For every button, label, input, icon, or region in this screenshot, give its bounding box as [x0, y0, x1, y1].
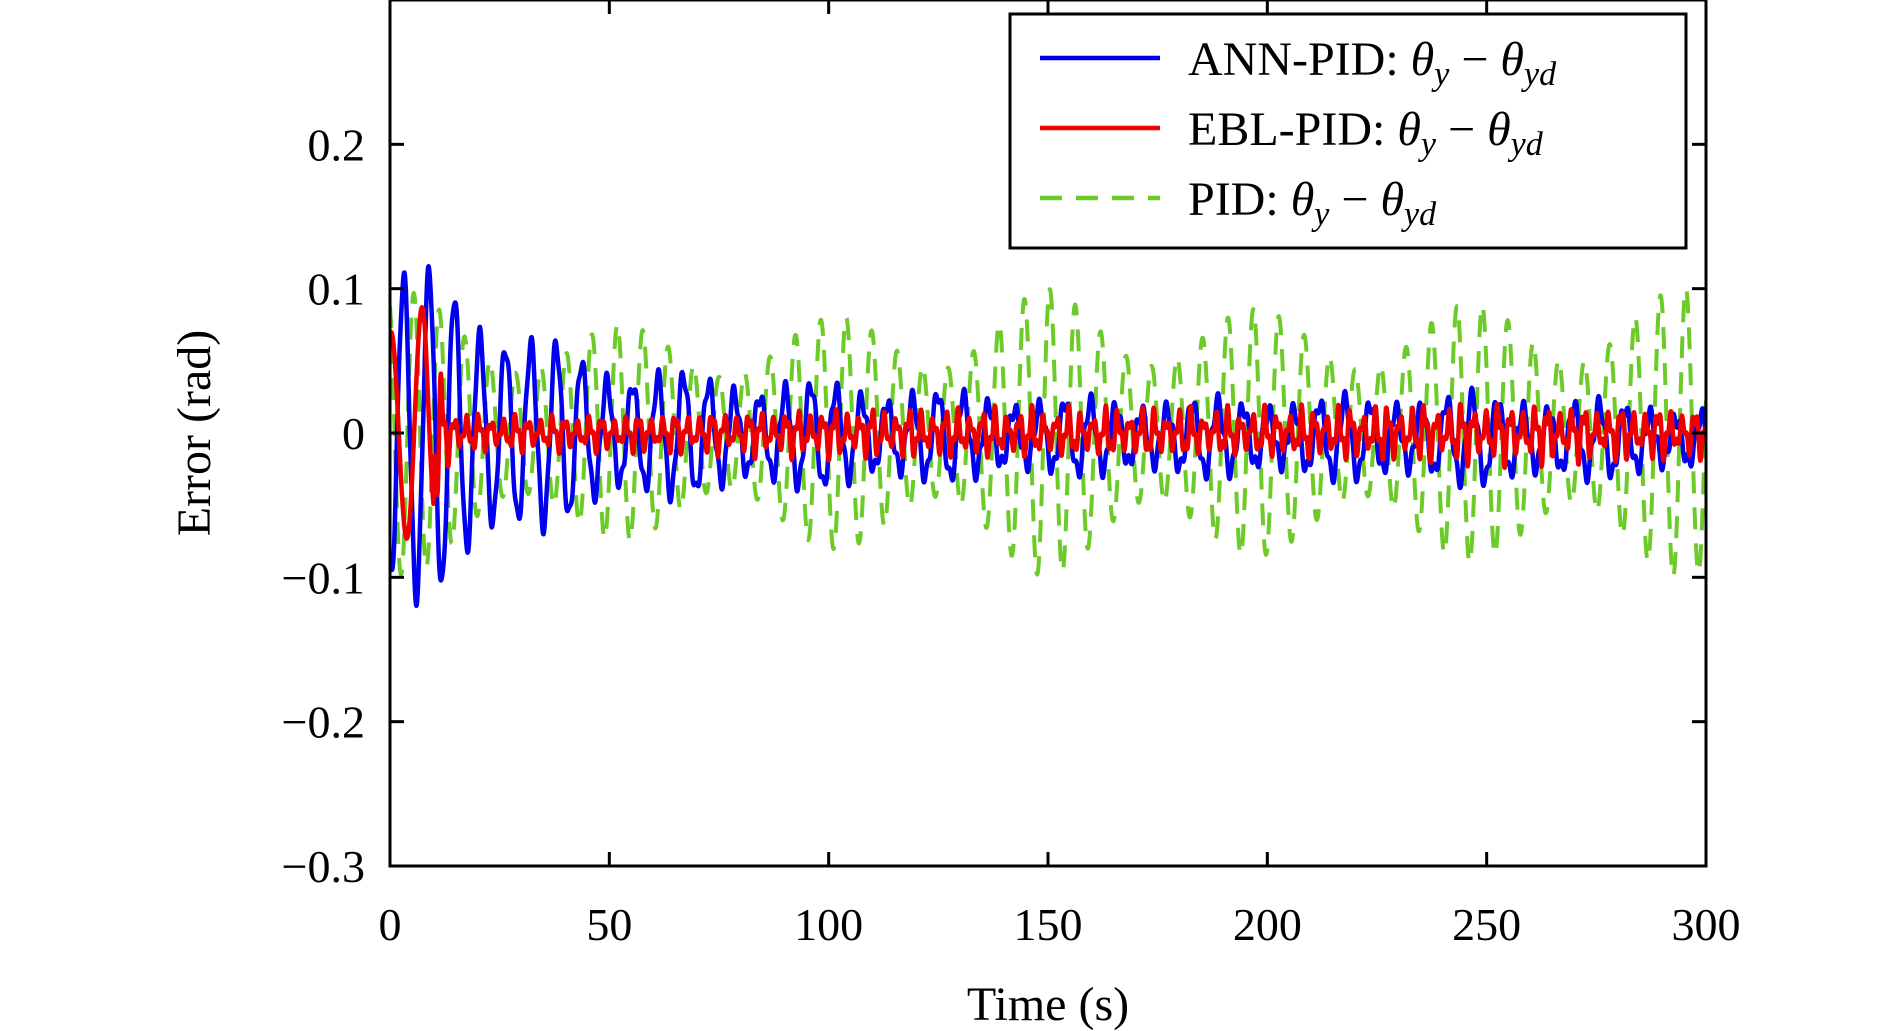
x-tick-label: 150 — [1014, 899, 1083, 950]
y-tick-label: 0.2 — [308, 119, 366, 170]
x-tick-label: 300 — [1672, 899, 1741, 950]
x-axis: 0 50 100 150 200 250 300 — [379, 0, 1741, 950]
y-tick-label: 0.1 — [308, 264, 366, 315]
x-tick-label: 100 — [794, 899, 863, 950]
x-tick-label: 0 — [379, 899, 402, 950]
y-tick-label: −0.1 — [282, 552, 365, 603]
y-axis: −0.3 −0.2 −0.1 0 0.1 0.2 — [282, 119, 1706, 892]
series-layer — [390, 264, 1706, 609]
legend-box — [1008, 12, 1688, 250]
legend-label: PID: θy − θyd — [1188, 173, 1437, 233]
y-tick-label: −0.2 — [282, 697, 365, 748]
x-tick-label: 200 — [1233, 899, 1302, 950]
series-line-pid — [390, 287, 1706, 579]
x-tick-label: 50 — [586, 899, 632, 950]
legend: ANN-PID: θy − θyd EBL-PID: θy − θyd PID: θ… — [1008, 12, 1688, 250]
series-line-ebl-pid — [390, 305, 1706, 541]
y-tick-label: −0.3 — [282, 841, 365, 892]
y-tick-label: 0 — [342, 408, 365, 459]
x-tick-label: 250 — [1452, 899, 1521, 950]
y-axis-label: Error (rad) — [168, 330, 221, 537]
x-axis-label: Time (s) — [967, 978, 1129, 1031]
legend-label: ANN-PID: θy − θyd — [1188, 33, 1557, 93]
legend-label: EBL-PID: θy − θyd — [1188, 103, 1544, 163]
